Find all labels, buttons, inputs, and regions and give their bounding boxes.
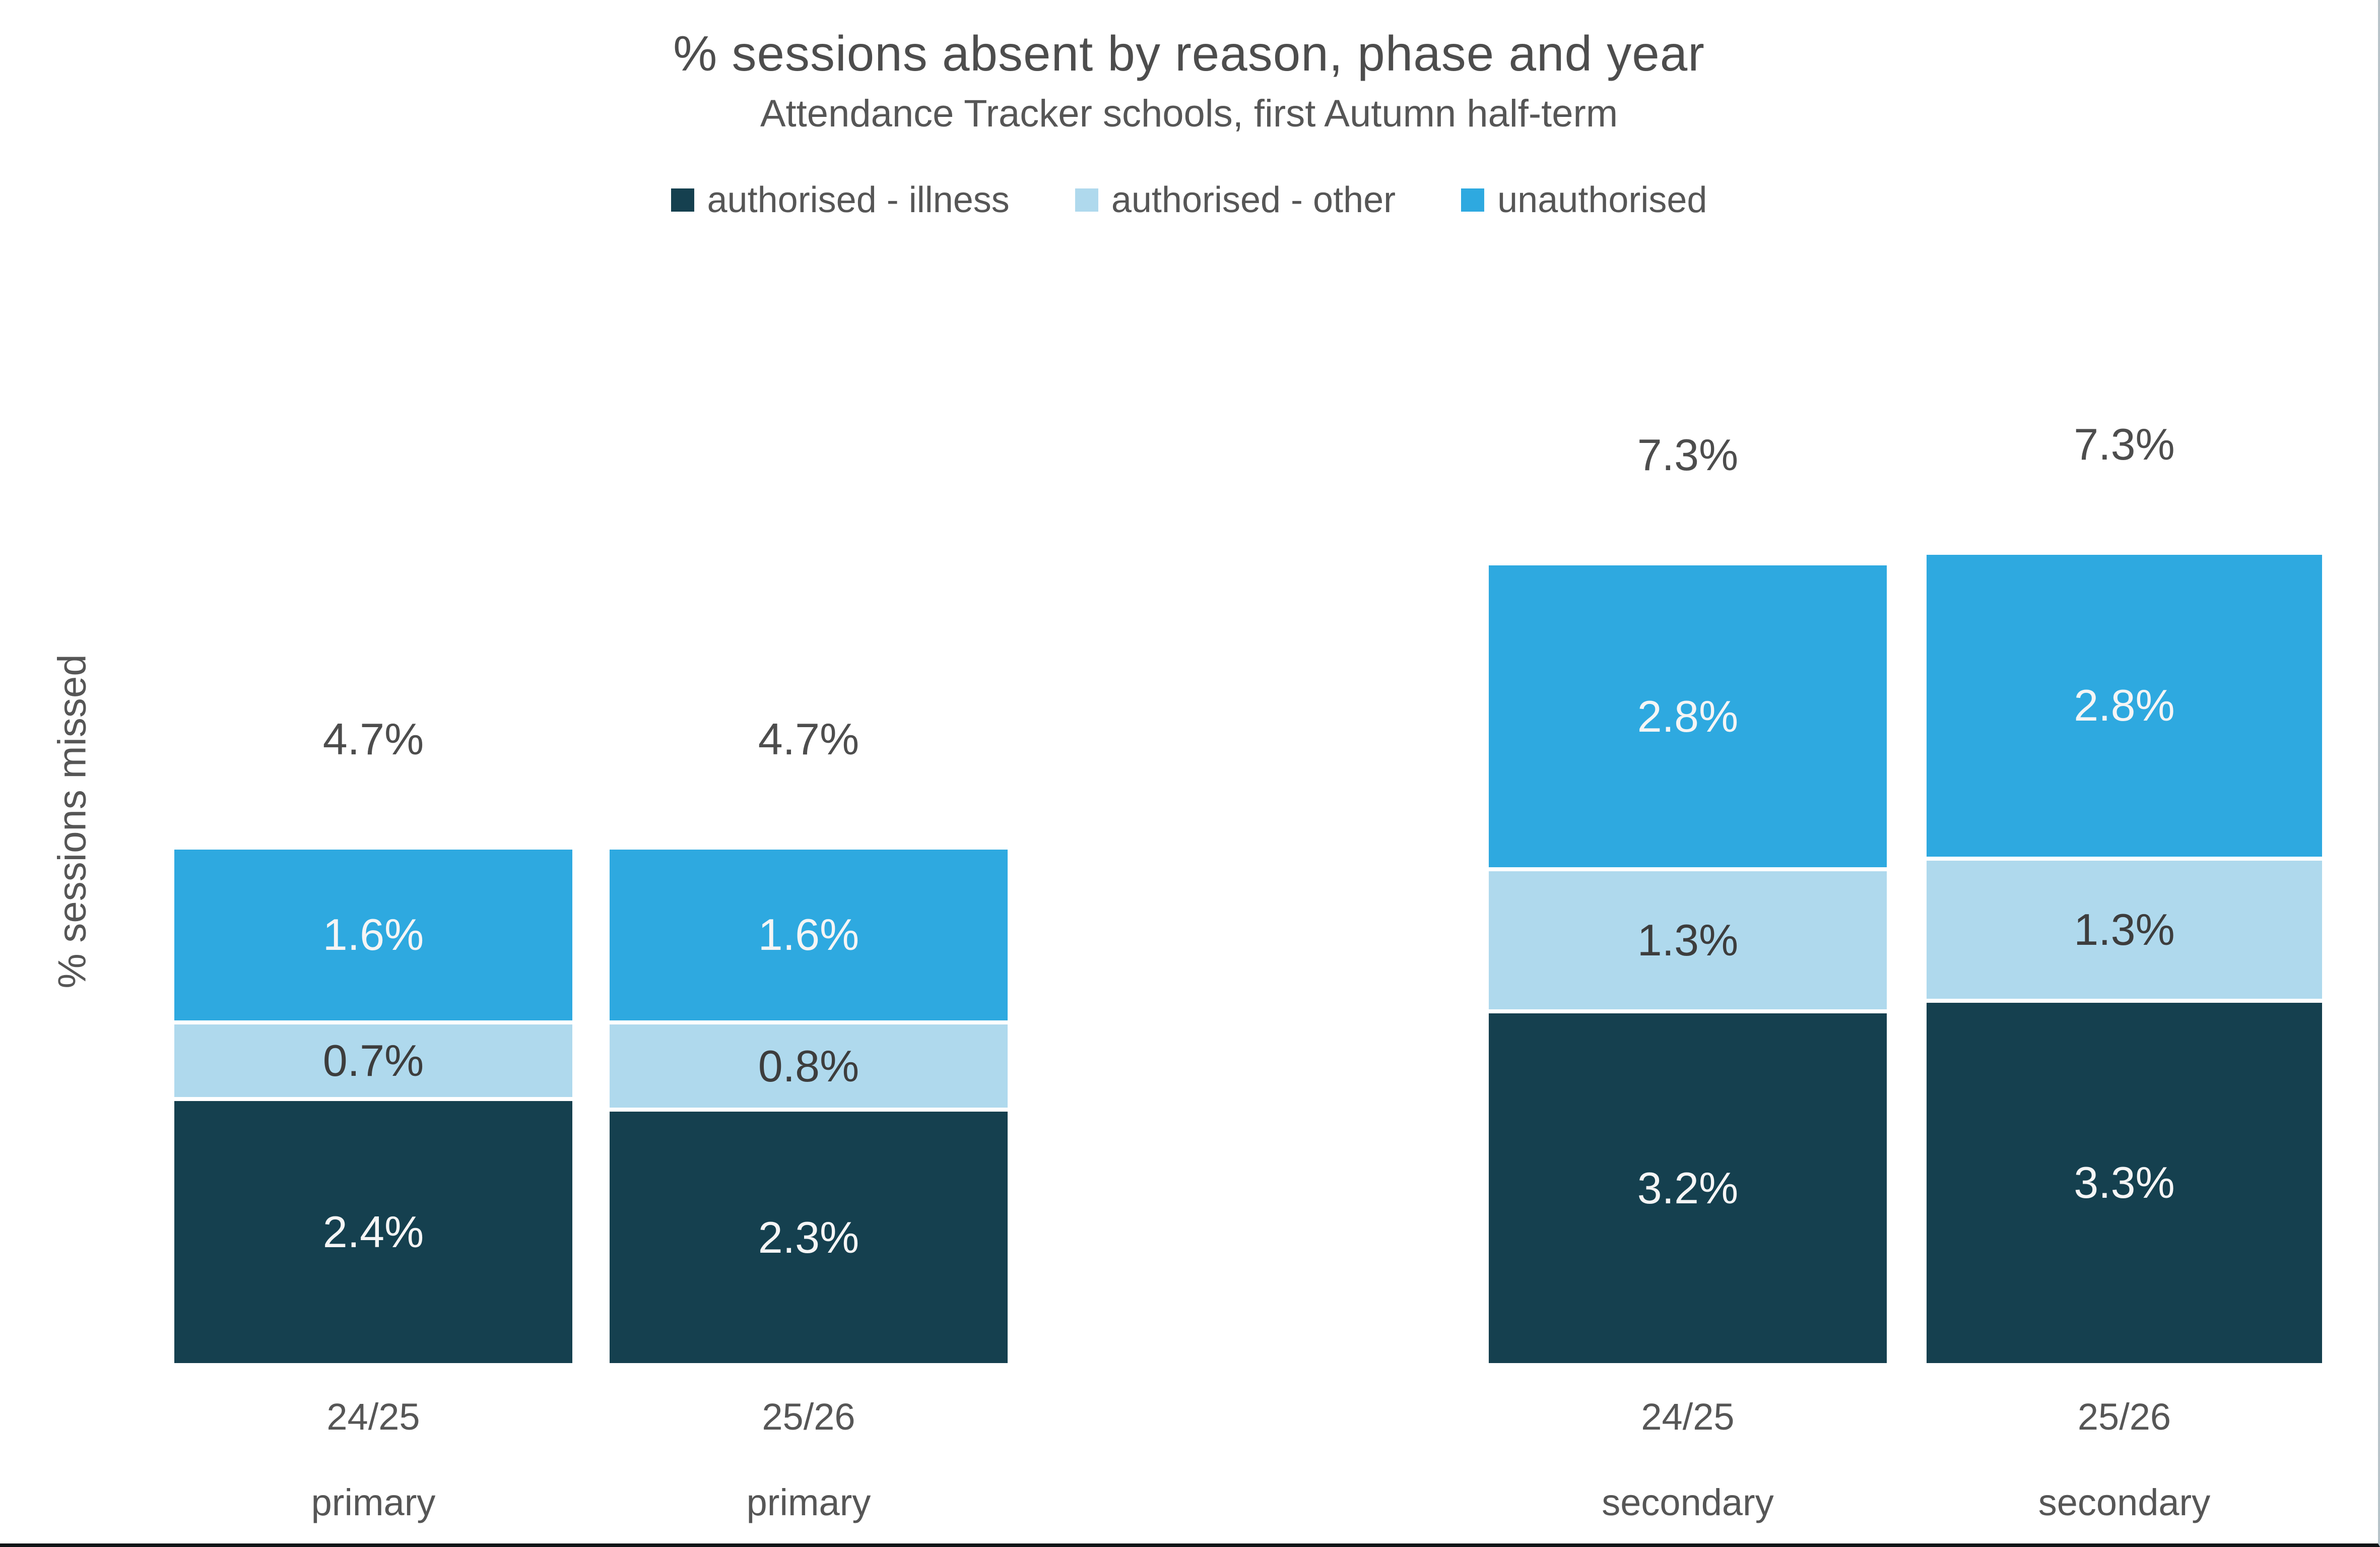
segment-value-label: 1.3% <box>1637 915 1739 965</box>
chart-title: % sessions absent by reason, phase and y… <box>673 26 1705 81</box>
bar-segment-authorised-illness-25-26-primary[interactable]: 2.3% <box>610 1112 1008 1363</box>
bar-segment-authorised-illness-24-25-secondary[interactable]: 3.2% <box>1489 1013 1887 1363</box>
x-axis-year-label: 25/26 <box>762 1396 855 1438</box>
chart-subtitle: Attendance Tracker schools, first Autumn… <box>760 92 1618 135</box>
bar-segment-authorised-other-25-26-primary[interactable]: 0.8% <box>610 1024 1008 1112</box>
bar-total-label: 7.3% <box>1637 430 1739 480</box>
x-axis-year-label: 24/25 <box>1641 1396 1735 1438</box>
x-axis-year-label: 25/26 <box>2077 1396 2171 1438</box>
bar-segment-authorised-other-24-25-secondary[interactable]: 1.3% <box>1489 871 1887 1014</box>
segment-value-label: 1.6% <box>322 910 424 960</box>
x-axis-phase-label: primary <box>311 1481 436 1523</box>
legend-swatch-icon <box>1075 188 1098 212</box>
bar-25-26-secondary: 3.3% 1.3% 2.8% <box>1927 554 2322 1363</box>
bar-segment-unauthorised-25-26-secondary[interactable]: 2.8% <box>1927 554 2322 861</box>
segment-value-label: 2.3% <box>758 1212 860 1262</box>
segment-value-label: 0.8% <box>758 1041 860 1091</box>
legend-item-authorised-other[interactable]: authorised - other <box>1075 177 1396 223</box>
bar-segment-unauthorised-24-25-secondary[interactable]: 2.8% <box>1489 565 1887 872</box>
legend: authorised - illness authorised - other un… <box>0 177 2378 223</box>
legend-item-label: authorised - illness <box>707 180 1010 220</box>
x-axis-phase-label: secondary <box>1602 1481 1774 1523</box>
bar-segment-authorised-other-24-25-primary[interactable]: 0.7% <box>174 1024 572 1101</box>
bar-24-25-primary: 2.4% 0.7% 1.6% <box>174 850 572 1363</box>
bar-segment-authorised-other-25-26-secondary[interactable]: 1.3% <box>1927 860 2322 1003</box>
segment-value-label: 0.7% <box>322 1035 424 1085</box>
legend-swatch-icon <box>1461 188 1485 212</box>
segment-value-label: 2.8% <box>1637 691 1739 741</box>
legend-item-unauthorised[interactable]: unauthorised <box>1461 177 1707 223</box>
legend-item-label: unauthorised <box>1497 180 1707 220</box>
segment-value-label: 2.4% <box>322 1206 424 1257</box>
bar-total-label: 4.7% <box>758 714 860 764</box>
bar-segment-unauthorised-25-26-primary[interactable]: 1.6% <box>610 850 1008 1024</box>
bar-total-label: 7.3% <box>2074 419 2175 469</box>
bar-24-25-secondary: 3.2% 1.3% 2.8% <box>1489 565 1887 1363</box>
x-axis-year-label: 24/25 <box>326 1396 420 1438</box>
x-axis-phase-label: secondary <box>2038 1481 2211 1523</box>
bar-segment-authorised-illness-25-26-secondary[interactable]: 3.3% <box>1927 1002 2322 1363</box>
segment-value-label: 1.6% <box>758 910 860 960</box>
segment-value-label: 1.3% <box>2074 904 2175 954</box>
legend-item-authorised-illness[interactable]: authorised - illness <box>671 177 1010 223</box>
segment-value-label: 3.2% <box>1637 1163 1739 1213</box>
bar-segment-unauthorised-24-25-primary[interactable]: 1.6% <box>174 850 572 1024</box>
x-axis-phase-label: primary <box>746 1481 871 1523</box>
bar-25-26-primary: 2.3% 0.8% 1.6% <box>610 850 1008 1363</box>
segment-value-label: 2.8% <box>2074 680 2175 731</box>
bar-segment-authorised-illness-24-25-primary[interactable]: 2.4% <box>174 1101 572 1363</box>
bar-total-label: 4.7% <box>322 714 424 764</box>
legend-swatch-icon <box>671 188 694 212</box>
legend-item-label: authorised - other <box>1111 180 1396 220</box>
segment-value-label: 3.3% <box>2074 1157 2175 1208</box>
